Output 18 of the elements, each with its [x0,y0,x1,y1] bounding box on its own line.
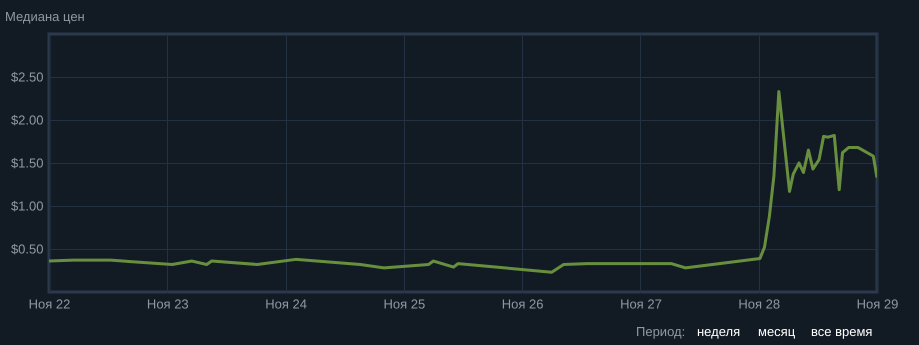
text: Период: [636,324,686,339]
x-tick-label: Ноя 28 [738,296,780,312]
text: все время [811,324,872,339]
x-tick-label: Ноя 26 [502,296,544,312]
x-tick-label: Ноя 24 [265,296,307,312]
y-tick-label: $1.50 [10,156,44,170]
x-tick-label: Ноя 22 [28,296,70,312]
y-tick-label: $0.50 [10,242,44,256]
chart-title: Медиана цен [5,9,85,24]
y-tick-label: $1.00 [10,198,44,214]
text: месяц [758,324,796,339]
x-tick-label: Ноя 25 [383,296,426,312]
y-tick-label: $2.50 [10,70,44,84]
x-tick-label: Ноя 23 [146,296,189,312]
x-tick-label: Ноя 29 [856,296,898,312]
y-tick-label: $2.00 [10,112,44,128]
x-tick-label: Ноя 27 [620,296,662,312]
text: неделя [697,324,740,339]
